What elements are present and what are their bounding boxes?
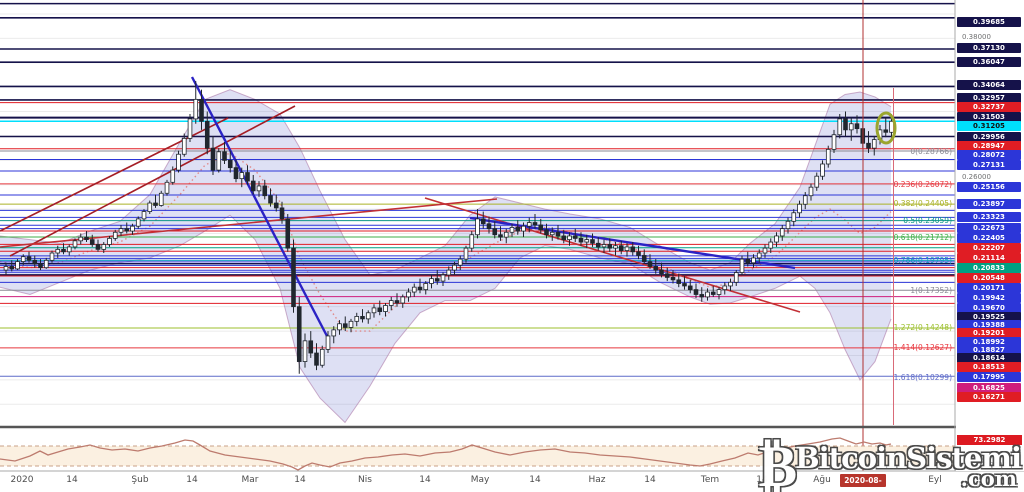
price-badge: 0.22405 — [957, 233, 1021, 243]
time-axis-label: Ağu — [813, 475, 831, 485]
price-badge: 0.28947 — [957, 141, 1021, 151]
price-badge: 0.31503 — [957, 112, 1021, 122]
fib-level-label: 1.414(0.12627) — [893, 343, 952, 352]
price-axis-label: 0.26000 — [962, 173, 991, 181]
pane-separators — [0, 0, 1024, 472]
price-badge: 0.19942 — [957, 293, 1021, 303]
time-axis-label: 14 — [756, 475, 768, 485]
price-badge: 0.17995 — [957, 372, 1021, 382]
time-axis-label: 14 — [529, 475, 541, 485]
watermark-suffix: .com — [960, 465, 1017, 491]
price-badge: 0.23897 — [957, 199, 1021, 209]
price-badge: 0.23323 — [957, 212, 1021, 222]
time-axis-label: Eyl — [928, 475, 942, 485]
price-badge: 0.16825 — [957, 383, 1021, 393]
time-axis-label: 14 — [294, 475, 306, 485]
price-badge: 0.29956 — [957, 132, 1021, 142]
rsi-gridline-label: 30.0000 — [978, 461, 1007, 469]
fib-level-label: 1.272(0.14248) — [893, 323, 952, 332]
price-badge: 0.21114 — [957, 253, 1021, 263]
watermark: ₿ BitcoinSistemi .com — [758, 432, 1022, 492]
time-axis-label: Haz — [588, 475, 606, 485]
price-badge: 0.20833 — [957, 263, 1021, 273]
bitcoin-logo-icon: ₿ — [758, 432, 798, 492]
price-badge: 0.18614 — [957, 353, 1021, 363]
rsi-pane — [0, 437, 955, 471]
price-badge: 0.22207 — [957, 243, 1021, 253]
price-badge: 0.37130 — [957, 43, 1021, 53]
price-badge: 0.36047 — [957, 57, 1021, 67]
fib-level-label: 0(0.28766) — [910, 147, 952, 156]
fib-level-label: 0.382(0.24405) — [893, 199, 952, 208]
rsi-value-badge: 73.2982 — [957, 435, 1022, 445]
fib-level-label: 0.786(0.19795) — [893, 256, 952, 265]
time-axis-label: Mar — [241, 475, 259, 485]
price-axis-label: 0.38000 — [962, 33, 991, 41]
time-axis-label: Şub — [131, 475, 149, 485]
price-badge: 0.27131 — [957, 160, 1021, 170]
time-axis-label: May — [470, 475, 490, 485]
candles — [3, 81, 894, 374]
price-badge: 0.16271 — [957, 392, 1021, 402]
price-badge: 0.19670 — [957, 303, 1021, 313]
price-scale[interactable]: 0.39685 0.37130 0.36047 0.34064 0.32957 0.327… — [956, 0, 1024, 471]
date-badge: 2020-08-10 — [840, 474, 886, 492]
fib-level-label: 0.236(0.26072) — [893, 180, 952, 189]
time-axis-label: Nis — [358, 475, 372, 485]
price-badge: 0.34064 — [957, 80, 1021, 90]
watermark-title: BitcoinSistemi — [795, 440, 1022, 475]
time-axis-label: 2020 — [10, 475, 34, 485]
fib-level-label: 1(0.17352) — [910, 286, 952, 295]
price-badge: 0.20548 — [957, 273, 1021, 283]
fib-level-label: 0.618(0.21712) — [893, 233, 952, 242]
price-badge: 0.20171 — [957, 283, 1021, 293]
highlight-ellipse — [875, 111, 897, 145]
time-axis-label: 14 — [66, 475, 78, 485]
price-badge: 0.18992 — [957, 337, 1021, 347]
vertical-marker-lines — [862, 0, 894, 471]
time-axis[interactable]: 2020-08-10 2020 14 Şub 14 Mar 14 Nis 14 May 14 Haz… — [0, 472, 1024, 492]
time-axis-label: Tem — [700, 475, 720, 485]
price-badge: 0.18827 — [957, 345, 1021, 355]
price-badge: 0.39685 — [957, 17, 1021, 27]
price-badge: 0.22673 — [957, 223, 1021, 233]
price-badge: 0.19525 — [957, 312, 1021, 322]
time-axis-label: 14 — [644, 475, 656, 485]
price-badge: 0.31205 — [957, 121, 1021, 131]
price-badge: 0.32737 — [957, 102, 1021, 112]
time-axis-label: 14 — [186, 475, 198, 485]
time-axis-label: 14 — [419, 475, 431, 485]
price-badge: 0.32957 — [957, 93, 1021, 103]
price-badge: 0.28072 — [957, 150, 1021, 160]
price-badge: 0.18513 — [957, 362, 1021, 372]
price-badge: 0.19388 — [957, 320, 1021, 330]
fib-level-label: 1.618(0.10299) — [893, 373, 952, 382]
price-badge: 0.25156 — [957, 182, 1021, 192]
fib-level-label: 0.5(0.23059) — [903, 216, 952, 225]
price-badge: 0.19201 — [957, 328, 1021, 338]
